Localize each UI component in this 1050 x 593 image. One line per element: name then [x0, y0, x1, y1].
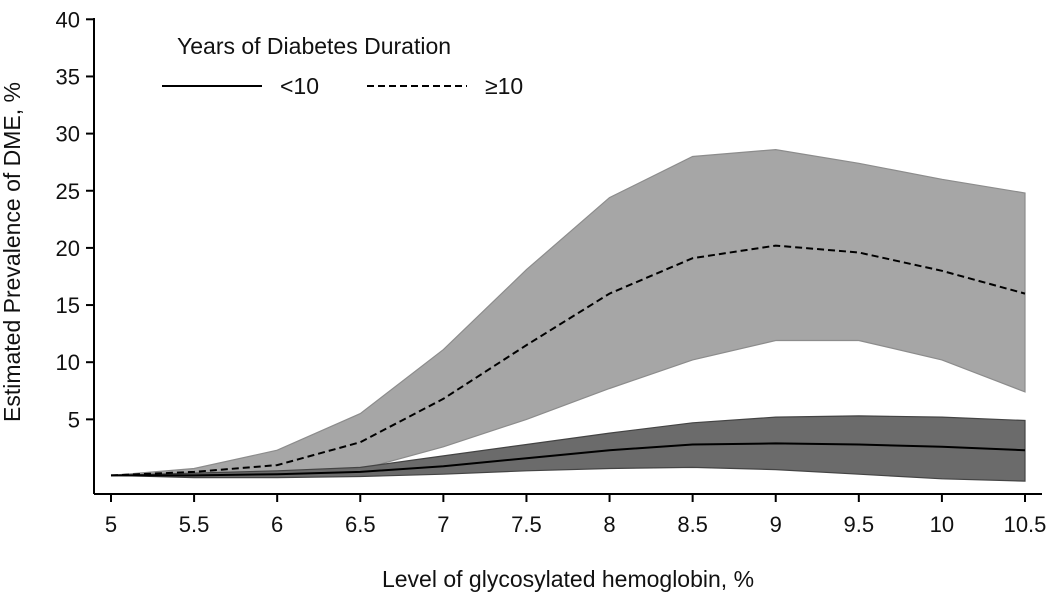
legend-label-under-10: <10 [280, 73, 319, 99]
x-tick-label: 10.5 [1004, 512, 1047, 537]
ci-band-under-10 [110, 415, 1026, 482]
y-tick-label: 20 [56, 236, 80, 261]
x-tick-label: 8.5 [677, 512, 708, 537]
x-tick-label: 8 [603, 512, 615, 537]
x-tick-label: 7 [437, 512, 449, 537]
y-tick-label: 5 [68, 407, 80, 432]
y-axis-title: Estimated Prevalence of DME, % [0, 82, 25, 422]
x-tick-label: 5.5 [179, 512, 210, 537]
legend: Years of Diabetes Duration <10 ≥10 [162, 33, 523, 99]
confidence-bands [110, 148, 1026, 482]
y-tick-label: 40 [56, 7, 80, 32]
x-tick-label: 6 [271, 512, 283, 537]
legend-title: Years of Diabetes Duration [177, 33, 451, 59]
y-tick-label: 30 [56, 122, 80, 147]
y-tick-label: 15 [56, 293, 80, 318]
series-line-under-10 [111, 442, 1026, 477]
y-tick-label: 25 [56, 179, 80, 204]
x-tick-label: 9.5 [844, 512, 875, 537]
x-tick-label: 6.5 [345, 512, 376, 537]
x-tick-label: 10 [930, 512, 954, 537]
legend-label-10-plus: ≥10 [485, 73, 523, 99]
x-tick-label: 5 [105, 512, 117, 537]
y-tick-label: 35 [56, 64, 80, 89]
x-tick-label: 9 [770, 512, 782, 537]
series-line-10-plus [110, 244, 1026, 477]
ci-band-10-plus [110, 148, 1026, 476]
y-tick-label: 10 [56, 350, 80, 375]
x-axis-title: Level of glycosylated hemoglobin, % [382, 566, 754, 592]
axes: 5 10 15 20 25 30 35 40 5 5.5 6 6.5 7 7.5 8 8.5 9 9.5 10 10.… [0, 7, 1046, 592]
x-tick-label: 7.5 [511, 512, 542, 537]
series-lines [110, 244, 1026, 477]
